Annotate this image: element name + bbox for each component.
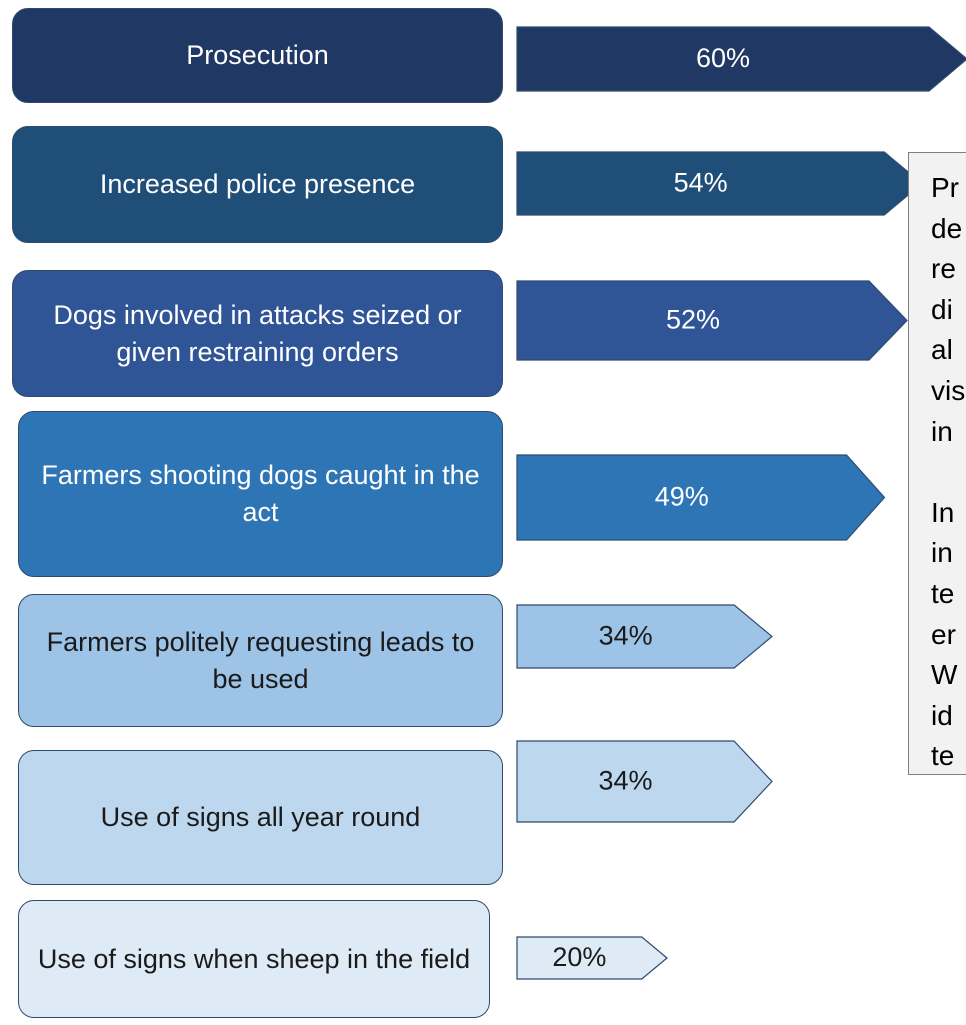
annotation-line: di [931, 293, 953, 325]
value-label: 20% [552, 942, 606, 972]
annotation-line: In [931, 496, 955, 528]
value-label: 52% [666, 305, 720, 335]
bar [516, 26, 966, 92]
bar [516, 280, 908, 361]
annotation-line: in [931, 537, 953, 569]
value-label: 34% [598, 766, 652, 796]
category-box: Use of signs all year round [18, 750, 503, 885]
bar [516, 604, 773, 669]
annotation-line: er [931, 618, 956, 650]
category-box: Farmers shooting dogs caught in the act [18, 411, 503, 577]
value-label: 60% [696, 43, 750, 73]
annotation-line: re [931, 253, 956, 285]
annotation-paragraph: Pr de re di al vis in [931, 168, 966, 452]
bar [516, 454, 886, 541]
annotation-line: Pr [931, 172, 959, 203]
bar [516, 936, 668, 980]
bar [516, 151, 923, 216]
annotation-line: te [931, 740, 955, 772]
category-box: Increased police presence [12, 126, 503, 243]
annotation-line: de [931, 212, 963, 244]
annotation-line: id [931, 699, 953, 731]
category-box: Use of signs when sheep in the field [18, 900, 490, 1018]
annotation-line: vis [931, 374, 966, 406]
category-box: Prosecution [12, 8, 503, 103]
bar [516, 740, 773, 823]
value-label: 34% [599, 621, 653, 651]
value-label: 49% [655, 482, 709, 512]
value-label: 54% [674, 168, 728, 198]
annotation-line: in [931, 415, 953, 447]
category-box: Farmers politely requesting leads to be … [18, 594, 503, 727]
category-box: Dogs involved in attacks seized or given… [12, 270, 503, 397]
annotation-line: al [931, 334, 953, 366]
annotation-line: te [931, 577, 955, 609]
annotation-line: W [931, 659, 958, 691]
